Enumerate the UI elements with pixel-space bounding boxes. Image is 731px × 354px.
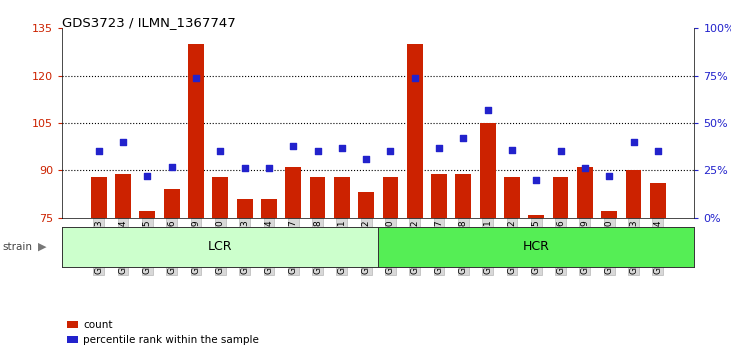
Point [482,107,493,113]
Legend: count, percentile rank within the sample: count, percentile rank within the sample [67,320,259,345]
Bar [650,183,666,218]
Point [579,166,591,171]
Point [506,147,518,152]
Bar [480,123,496,218]
Bar [115,173,131,218]
Point [239,166,251,171]
Point [190,75,202,80]
Point [458,135,469,141]
Bar [164,189,180,218]
Point [287,143,299,149]
Point [385,149,396,154]
Bar [455,173,471,218]
Bar [213,177,228,218]
Text: GDS3723 / ILMN_1367747: GDS3723 / ILMN_1367747 [62,16,236,29]
Point [628,139,640,145]
Point [433,145,445,150]
Bar [529,215,544,218]
Bar [626,170,641,218]
Bar [237,199,252,218]
Point [409,75,420,80]
Point [360,156,372,162]
Bar [140,211,155,218]
Bar [553,177,569,218]
Bar [358,193,374,218]
Bar [310,177,325,218]
Point [117,139,129,145]
Point [311,149,323,154]
Bar [431,173,447,218]
Bar [91,177,107,218]
Point [214,149,226,154]
Text: LCR: LCR [208,240,232,253]
Text: HCR: HCR [523,240,550,253]
Point [652,149,664,154]
Point [603,173,615,179]
Bar [285,167,301,218]
Bar [188,44,204,218]
Text: strain: strain [2,242,32,252]
Point [336,145,348,150]
Point [531,177,542,183]
Bar [382,177,398,218]
Bar [407,44,423,218]
Point [555,149,567,154]
Point [166,164,178,170]
Point [142,173,154,179]
Point [263,166,275,171]
Bar [504,177,520,218]
Bar [261,199,277,218]
Bar [577,167,593,218]
Text: ▶: ▶ [38,242,47,252]
Point [93,149,105,154]
Bar [334,177,349,218]
Bar [602,211,617,218]
